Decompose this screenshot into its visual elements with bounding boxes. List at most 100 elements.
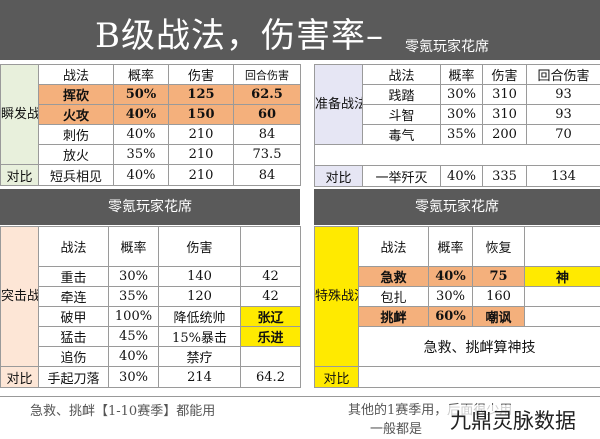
tactic-rate: 40% (113, 104, 169, 125)
special-header-extra (524, 226, 600, 267)
table-row: 牵连 35% 120 42 (1, 286, 301, 307)
footer-divider (0, 396, 600, 397)
general-tag: 张辽 (240, 306, 301, 327)
tactic-name: 毒气 (362, 124, 441, 145)
note-row: 急救、挑衅算神技 (315, 326, 600, 367)
tactic-name: 急救 (358, 266, 429, 287)
tactic-rate: 35% (108, 286, 159, 307)
compare-label: 对比 (0, 366, 39, 388)
tactic-round-damage: 93 (526, 84, 600, 105)
prepare-header-round: 回合伤害 (526, 64, 600, 85)
tactic-rate: 30% (440, 104, 483, 125)
tactic-rate: 30% (440, 84, 483, 105)
tactic-name: 斗智 (362, 104, 441, 125)
section-banner-right: 零氪玩家花席 (314, 189, 600, 225)
special-header-name: 战法 (358, 226, 429, 267)
tactic-damage: 150 (168, 104, 234, 125)
tactic-name: 挥砍 (38, 84, 114, 105)
tactic-rate: 40% (440, 165, 483, 187)
burst-header-damage: 伤害 (168, 64, 234, 85)
section-banner-left: 零氪玩家花席 (0, 189, 300, 225)
compare-row: 对比 (314, 366, 600, 388)
tactic-name: 践踏 (362, 84, 441, 105)
tactic-rate: 40% (428, 266, 473, 287)
prepare-header-rate: 概率 (440, 64, 483, 85)
tactic-damage: 125 (168, 84, 234, 105)
tactic-extra (524, 306, 600, 327)
burst-header-rate: 概率 (113, 64, 169, 85)
tactic-damage: 310 (482, 104, 527, 125)
tactic-round-damage: 62.5 (233, 84, 301, 105)
tactic-name: 追伤 (38, 346, 109, 367)
special-section-label: 特殊战法 (314, 226, 359, 367)
special-note: 急救、挑衅算神技 (358, 326, 600, 367)
tactic-name: 挑衅 (358, 306, 429, 327)
tactic-effect: 15%暴击 (158, 326, 241, 347)
tactic-heal: 75 (472, 266, 525, 287)
tactic-name: 重击 (38, 266, 109, 287)
prepare-header-name: 战法 (362, 64, 441, 85)
tactic-damage: 210 (168, 144, 234, 165)
tactic-rate: 30% (108, 266, 159, 287)
tactic-rate: 50% (113, 84, 169, 105)
prepare-section-label: 准备战法 (314, 64, 363, 145)
special-table: 特殊战法 战法 概率 恢复 急救 40% 75 神 包扎 30% 160 挑衅 … (314, 226, 600, 388)
tactic-effect: 嘲讽 (472, 306, 525, 327)
tactic-rate: 60% (428, 306, 473, 327)
compare-label: 对比 (314, 366, 359, 388)
compare-label: 对比 (0, 164, 39, 186)
compare-label: 对比 (314, 165, 363, 187)
tactic-rate: 35% (113, 144, 169, 165)
assault-header-extra (240, 226, 301, 267)
tactic-rate: 40% (108, 346, 159, 367)
special-header-heal: 恢复 (472, 226, 525, 267)
tactic-round-damage: 134 (526, 165, 600, 187)
tactic-damage: 210 (168, 164, 234, 186)
tactic-damage: 335 (482, 165, 527, 187)
tactic-effect: 禁疗 (158, 346, 241, 367)
tactic-name: 破甲 (38, 306, 109, 327)
special-header-rate: 概率 (428, 226, 473, 267)
assault-header-name: 战法 (38, 226, 109, 267)
tactic-name: 放火 (38, 144, 114, 165)
table-row: 刺伤 40% 210 84 (1, 124, 301, 145)
table-row: 破甲 100% 降低统帅 张辽 (1, 306, 301, 327)
tactic-rate: 30% (428, 286, 473, 307)
tactic-damage: 210 (168, 124, 234, 145)
tactic-damage: 140 (158, 266, 241, 287)
table-row: 急救 40% 75 神 (314, 266, 600, 287)
tactic-round-damage: 64.2 (240, 366, 301, 388)
table-row: 追伤 40% 禁疗 (1, 346, 301, 367)
tactic-heal: 160 (472, 286, 525, 307)
footer-right-line2: 一般都是 (370, 422, 423, 437)
tactic-round-damage (240, 346, 301, 367)
table-row: 挥砍 50% 125 62.5 (0, 84, 301, 105)
tactic-rate: 35% (440, 124, 483, 145)
god-tag: 神 (524, 266, 600, 287)
prepare-header-damage: 伤害 (482, 64, 527, 85)
tactic-round-damage: 60 (233, 104, 301, 125)
table-row: 挑衅 60% 嘲讽 (314, 306, 600, 327)
tactic-damage: 310 (482, 84, 527, 105)
prepare-table: 准备战法 战法 概率 伤害 回合伤害 践踏 30% 310 93 斗智 30% … (314, 64, 600, 187)
tactic-rate: 45% (108, 326, 159, 347)
tactic-round-damage: 73.5 (233, 144, 301, 165)
tactic-round-damage: 93 (526, 104, 600, 125)
tactic-name: 包扎 (358, 286, 429, 307)
table-row: 猛击 45% 15%暴击 乐进 (1, 326, 301, 347)
tactic-round-damage: 84 (233, 164, 301, 186)
spacer-row (314, 144, 600, 166)
tactic-damage: 214 (158, 366, 241, 388)
tactic-name: 火攻 (38, 104, 114, 125)
table-row: 火攻 40% 150 60 (0, 104, 301, 125)
tactic-extra (524, 286, 600, 307)
compare-row: 对比 短兵相见 40% 210 84 (0, 164, 301, 186)
tactic-round-damage: 70 (526, 124, 600, 145)
tactic-round-damage: 84 (233, 124, 301, 145)
title-bar: B级战法，伤害率– 零氪玩家花席 (0, 0, 600, 60)
tactic-name: 一举歼灭 (362, 165, 441, 187)
tactic-rate: 40% (113, 124, 169, 145)
